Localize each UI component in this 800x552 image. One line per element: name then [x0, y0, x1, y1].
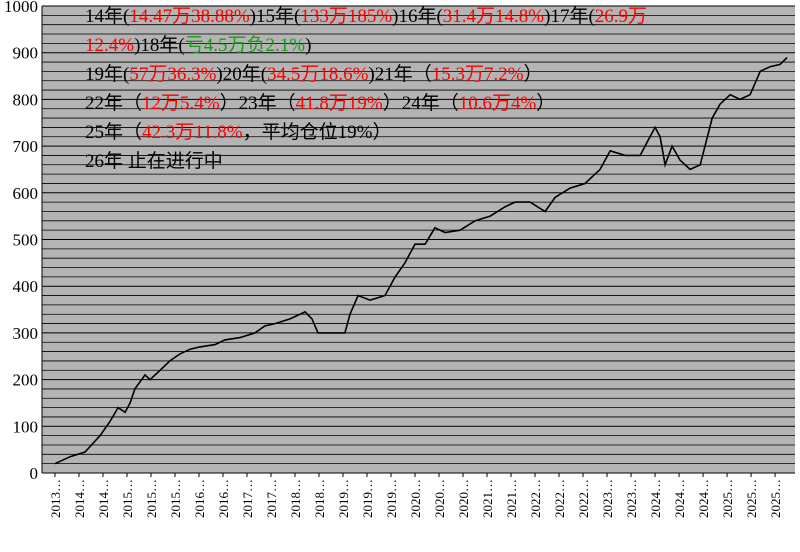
annotation-part: 41.8万19%	[296, 93, 383, 114]
y-tick-label: 200	[13, 371, 39, 390]
annotation-part: )21年（	[368, 63, 431, 85]
annotation-part: 22年（	[85, 92, 142, 114]
annotation: 12.4%)18年(亏4.5万负2.1%)	[85, 34, 311, 56]
annotation-part: )	[305, 35, 311, 56]
x-tick-label: 2025…	[720, 479, 735, 518]
annotation-part: 25年（	[85, 121, 142, 143]
annotation-part: )17年(	[544, 5, 595, 27]
annotation-part: )18年(	[134, 34, 185, 56]
x-tick-label: 2014…	[96, 479, 111, 518]
annotation: 14年(14.47万38.88%)15年(133万185%)16年(31.4万1…	[85, 5, 647, 27]
x-tick-label: 2014…	[72, 479, 87, 518]
annotation-part: 133万185%	[300, 6, 392, 27]
y-tick-label: 800	[13, 90, 39, 109]
x-tick-label: 2016…	[216, 479, 231, 518]
annotation-part: ）	[536, 92, 555, 114]
x-tick-label: 2017…	[240, 479, 255, 518]
annotation-part: 31.4万14.8%	[443, 6, 545, 27]
x-tick-label: 2025…	[768, 479, 783, 518]
x-tick-label: 2020…	[408, 479, 423, 518]
x-tick-label: 2013…	[48, 479, 63, 518]
annotation-part: 34.5万18.6%	[267, 64, 369, 85]
x-tick-label: 2016…	[192, 479, 207, 518]
annotation-part: ）23年（	[220, 92, 296, 114]
annotation-part: 57万36.3%	[129, 64, 216, 85]
annotation-part: 12.4%	[85, 35, 134, 56]
x-tick-label: 2015…	[120, 479, 135, 518]
x-tick-label: 2015…	[144, 479, 159, 518]
annotation-part: 42.3万11.8%	[142, 122, 243, 143]
annotation-part: 12万5.4%	[142, 93, 220, 114]
annotation-part: ，平均仓位19%）	[243, 121, 392, 143]
y-tick-label: 1000	[4, 0, 38, 16]
annotation-part: 15.3万7.2%	[432, 64, 524, 85]
x-tick-label: 2017…	[264, 479, 279, 518]
annotation-part: 26年 止在进行中	[85, 150, 223, 172]
x-tick-label: 2020…	[432, 479, 447, 518]
x-tick-label: 2018…	[312, 479, 327, 518]
y-tick-label: 0	[30, 464, 39, 483]
x-tick-label: 2025…	[744, 479, 759, 518]
annotation-part: 14年(	[85, 5, 129, 27]
annotation: 22年（12万5.4%）23年（41.8万19%）24年（10.6万4%）	[85, 92, 555, 114]
x-tick-label: 2023…	[624, 479, 639, 518]
x-tick-label: 2020…	[456, 479, 471, 518]
x-tick-label: 2015…	[168, 479, 183, 518]
y-tick-label: 500	[13, 231, 39, 250]
annotation-part: ）	[524, 63, 543, 85]
x-tick-label: 2023…	[600, 479, 615, 518]
y-tick-label: 600	[13, 184, 39, 203]
annotation-part: 亏4.5万负2.1%	[185, 34, 306, 56]
annotation: 19年(57万36.3%)20年(34.5万18.6%)21年（15.3万7.2…	[85, 63, 543, 85]
annotation-part: )20年(	[216, 63, 267, 85]
x-tick-label: 2019…	[360, 479, 375, 518]
y-tick-label: 300	[13, 324, 39, 343]
x-tick-label: 2018…	[288, 479, 303, 518]
y-tick-label: 100	[13, 417, 39, 436]
x-tick-label: 2024…	[696, 479, 711, 518]
annotation-part: ）24年（	[383, 92, 459, 114]
y-tick-label: 700	[13, 137, 39, 156]
annotation: 26年 止在进行中	[85, 150, 223, 172]
annotation-part: 14.47万38.88%	[129, 6, 250, 27]
annotation-part: 10.6万4%	[459, 93, 537, 114]
x-tick-label: 2022…	[576, 479, 591, 518]
x-tick-label: 2022…	[528, 479, 543, 518]
x-tick-label: 2019…	[384, 479, 399, 518]
annotation: 25年（42.3万11.8%，平均仓位19%）	[85, 121, 391, 143]
x-tick-label: 2022…	[552, 479, 567, 518]
annotation-part: 19年(	[85, 63, 129, 85]
x-tick-label: 2024…	[672, 479, 687, 518]
x-tick-label: 2021…	[504, 479, 519, 518]
annotation-part: )15年(	[250, 5, 301, 27]
line	[54, 56, 788, 465]
x-tick-label: 2021…	[480, 479, 495, 518]
annotation-part: 26.9万	[595, 6, 647, 27]
y-tick-label: 400	[13, 277, 39, 296]
x-tick-label: 2019…	[336, 479, 351, 518]
x-tick-label: 2024…	[648, 479, 663, 518]
y-tick-label: 900	[13, 44, 39, 63]
annotation-part: )16年(	[392, 5, 443, 27]
